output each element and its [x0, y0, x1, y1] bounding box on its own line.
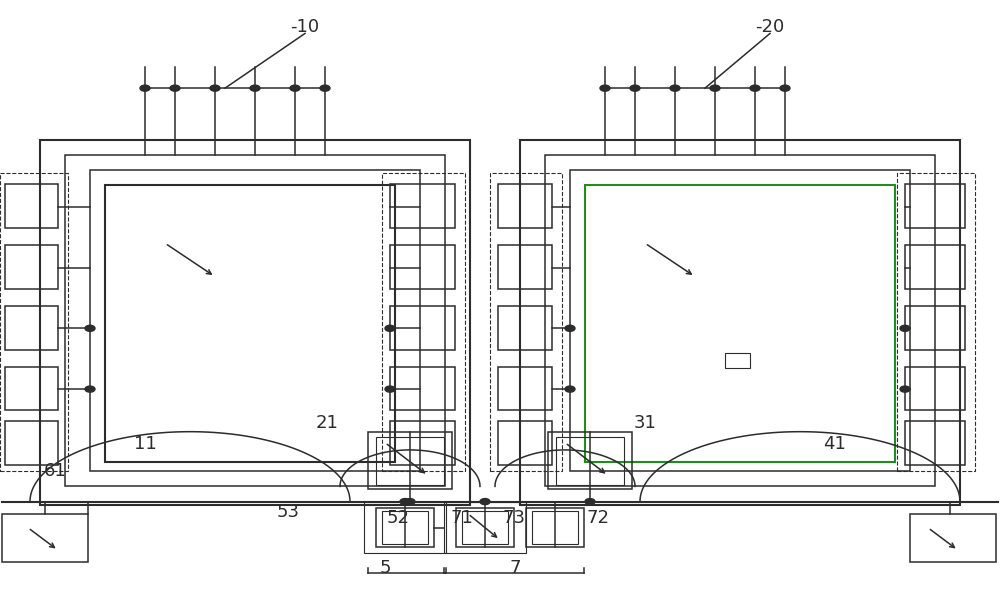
- Circle shape: [900, 325, 910, 331]
- Bar: [570, 170, 910, 471]
- Bar: [2, 514, 88, 562]
- Circle shape: [85, 325, 95, 331]
- Circle shape: [710, 85, 720, 91]
- Bar: [897, 173, 975, 471]
- Circle shape: [750, 85, 760, 91]
- Text: 53: 53: [276, 503, 300, 521]
- Bar: [390, 184, 455, 228]
- Circle shape: [480, 499, 490, 505]
- Circle shape: [140, 85, 150, 91]
- Text: 7: 7: [509, 559, 521, 578]
- Bar: [498, 367, 552, 410]
- Text: 41: 41: [824, 435, 846, 453]
- Text: 21: 21: [316, 413, 338, 432]
- Bar: [390, 367, 455, 410]
- Text: 11: 11: [134, 435, 156, 453]
- Circle shape: [400, 499, 410, 505]
- Bar: [910, 514, 996, 562]
- Text: 31: 31: [634, 413, 656, 432]
- Bar: [498, 306, 552, 350]
- Bar: [382, 511, 428, 544]
- Circle shape: [320, 85, 330, 91]
- Bar: [556, 437, 624, 485]
- Circle shape: [565, 386, 575, 392]
- Text: 61: 61: [44, 462, 66, 480]
- Bar: [368, 432, 452, 489]
- Bar: [5, 306, 58, 350]
- Bar: [0, 173, 68, 471]
- Text: 72: 72: [586, 509, 610, 527]
- Circle shape: [780, 85, 790, 91]
- Bar: [90, 170, 420, 471]
- Bar: [390, 306, 455, 350]
- Circle shape: [630, 85, 640, 91]
- Bar: [456, 508, 514, 547]
- Bar: [498, 421, 552, 465]
- Text: 52: 52: [386, 509, 410, 527]
- Bar: [548, 432, 632, 489]
- Bar: [490, 173, 562, 471]
- Bar: [905, 184, 965, 228]
- Bar: [65, 155, 445, 486]
- Bar: [905, 421, 965, 465]
- Text: 73: 73: [503, 509, 526, 527]
- Bar: [532, 511, 578, 544]
- Bar: [5, 184, 58, 228]
- Bar: [382, 173, 465, 471]
- Circle shape: [385, 386, 395, 392]
- Bar: [585, 185, 895, 462]
- Bar: [5, 367, 58, 410]
- Bar: [520, 140, 960, 505]
- Bar: [376, 508, 434, 547]
- Bar: [526, 508, 584, 547]
- Text: 5: 5: [379, 559, 391, 578]
- Text: -20: -20: [755, 18, 785, 36]
- Bar: [905, 367, 965, 410]
- Text: -10: -10: [290, 18, 320, 36]
- Circle shape: [600, 85, 610, 91]
- Circle shape: [170, 85, 180, 91]
- Bar: [5, 245, 58, 289]
- Bar: [905, 245, 965, 289]
- Circle shape: [290, 85, 300, 91]
- Bar: [725, 353, 750, 368]
- Circle shape: [85, 386, 95, 392]
- Bar: [40, 140, 470, 505]
- Bar: [444, 502, 526, 553]
- Bar: [390, 421, 455, 465]
- Bar: [390, 245, 455, 289]
- Circle shape: [210, 85, 220, 91]
- Bar: [105, 185, 395, 462]
- Bar: [545, 155, 935, 486]
- Bar: [5, 421, 58, 465]
- Circle shape: [250, 85, 260, 91]
- Bar: [498, 184, 552, 228]
- Bar: [498, 245, 552, 289]
- Circle shape: [585, 499, 595, 505]
- Bar: [364, 502, 446, 553]
- Bar: [376, 437, 444, 485]
- Text: 71: 71: [451, 509, 473, 527]
- Circle shape: [385, 325, 395, 331]
- Bar: [905, 306, 965, 350]
- Circle shape: [405, 499, 415, 505]
- Circle shape: [900, 386, 910, 392]
- Bar: [462, 511, 508, 544]
- Circle shape: [670, 85, 680, 91]
- Circle shape: [565, 325, 575, 331]
